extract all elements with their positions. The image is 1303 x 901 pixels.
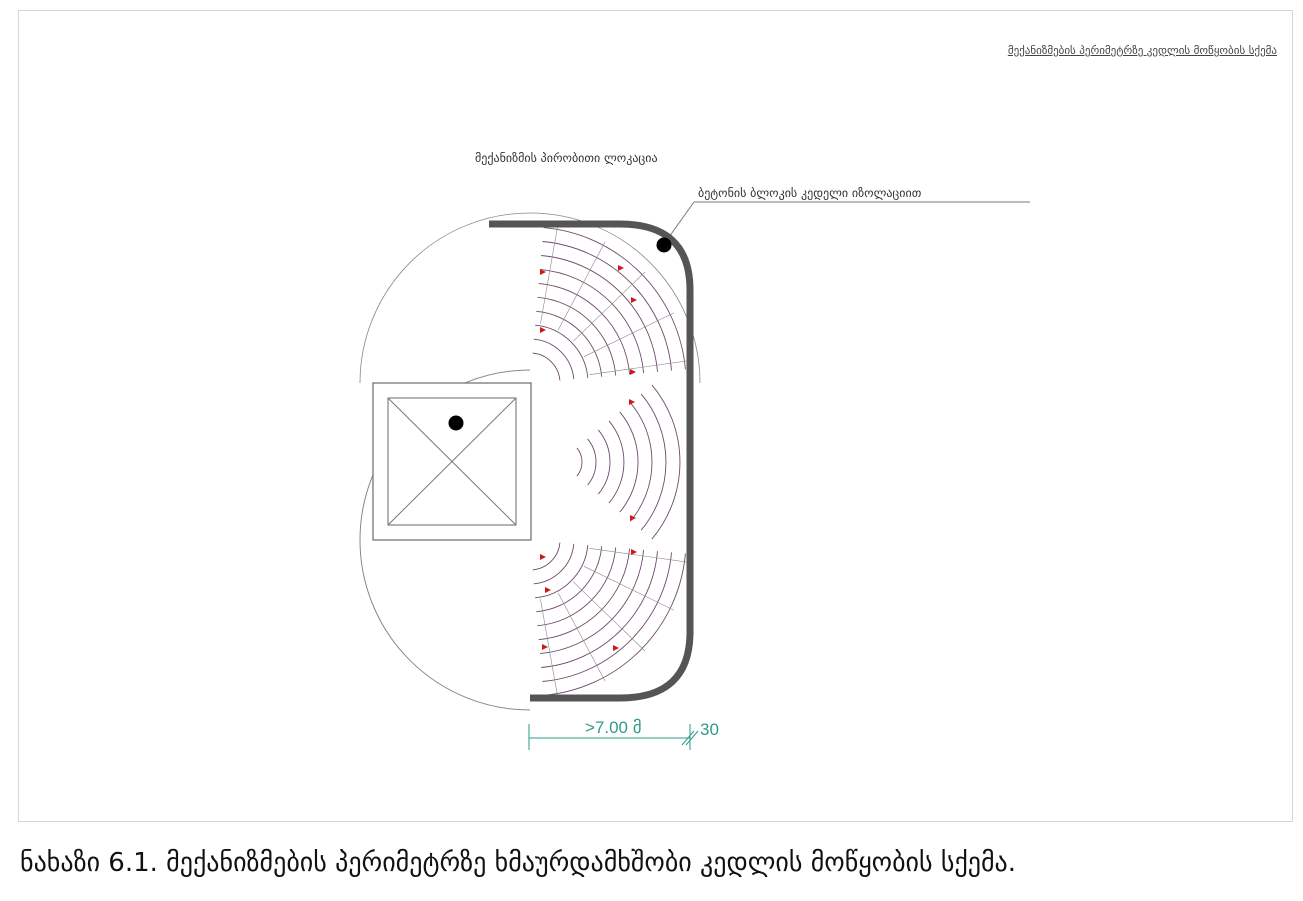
wave-ray-lower <box>540 599 559 698</box>
wave-arc-lower <box>532 542 561 571</box>
wave-ray-lower <box>557 592 606 682</box>
wave-direction-arrow <box>630 369 636 375</box>
mechanism-diagonal-2 <box>387 397 517 526</box>
barrier-wall <box>489 220 694 702</box>
wave-arc-middle <box>619 411 639 513</box>
wave-arc-middle <box>597 429 611 495</box>
wave-ray-lower <box>589 548 689 563</box>
distance-dimension: >7.00 მ 30 <box>528 718 719 750</box>
figure-caption: ნახაზი 6.1. მექანიზმების პერიმეტრზე ხმაუ… <box>20 848 1017 878</box>
wave-arc-lower <box>538 548 631 641</box>
wave-arc-middle <box>651 384 681 540</box>
wave-direction-arrow <box>613 645 619 651</box>
wave-arc-lower <box>537 547 617 627</box>
wave-arc-lower <box>535 545 589 599</box>
wave-arc-middle <box>576 447 583 477</box>
wave-direction-arrow <box>540 327 546 333</box>
drawing-title: მექანიზმების პერიმეტრზე კედლის მოწყობის … <box>1007 44 1277 57</box>
wave-ray-upper <box>557 241 606 331</box>
wave-arc-middle <box>640 393 667 531</box>
wave-arc-upper <box>541 255 658 372</box>
radiation-circle-upper <box>359 212 701 384</box>
mechanism-box <box>372 382 532 541</box>
wave-arc-upper <box>533 338 575 380</box>
wave-ray-upper <box>589 360 689 375</box>
wave-ray-lower <box>583 566 674 611</box>
wave-direction-arrow <box>631 549 637 555</box>
wave-arc-lower <box>536 546 603 613</box>
sound-wave-arcs <box>359 212 701 711</box>
wave-ray-upper <box>583 312 674 357</box>
wave-arc-middle <box>587 438 597 486</box>
wave-ray-upper <box>540 225 559 324</box>
label-wall: ბეტონის ბლოკის კედელი იზოლაციით <box>698 186 922 200</box>
wave-arc-lower <box>543 553 686 696</box>
wave-direction-arrow <box>540 554 546 560</box>
dimension-slash-2 <box>685 730 699 746</box>
wave-direction-arrow <box>629 399 635 405</box>
wave-direction-arrow <box>630 515 636 521</box>
wave-direction-arrow <box>540 269 546 275</box>
wave-arc-upper <box>536 310 603 377</box>
wave-direction-arrow <box>631 297 637 303</box>
wave-arc-upper <box>532 352 561 381</box>
wave-arc-upper <box>542 241 672 371</box>
wave-arc-middle <box>608 420 625 504</box>
wall-leader-point <box>656 237 672 253</box>
wave-arc-lower <box>533 543 575 585</box>
wave-arc-lower <box>542 552 672 682</box>
wave-direction-arrow <box>545 587 551 593</box>
wave-ray-lower <box>572 581 646 652</box>
wave-arc-upper <box>543 227 686 370</box>
label-mechanism-location: მექანიზმის პირობითი ლოკაცია <box>475 151 658 165</box>
wave-arc-middle <box>630 402 653 522</box>
wave-arc-upper <box>539 268 645 374</box>
mechanism-point-marker <box>448 415 464 431</box>
dimension-thickness-label: 30 <box>700 720 719 739</box>
wave-arc-lower <box>541 551 658 668</box>
wave-arc-upper <box>537 296 617 376</box>
wave-direction-arrow <box>542 644 548 650</box>
wave-direction-arrow <box>618 265 624 271</box>
dimension-slash-1 <box>681 730 695 746</box>
wave-arc-lower <box>539 549 645 655</box>
wave-ray-upper <box>572 271 646 342</box>
dimension-distance-label: >7.00 მ <box>585 718 642 737</box>
wave-arc-upper <box>535 324 589 378</box>
wave-arc-upper <box>538 282 631 375</box>
mechanism-inner-square <box>387 397 517 526</box>
